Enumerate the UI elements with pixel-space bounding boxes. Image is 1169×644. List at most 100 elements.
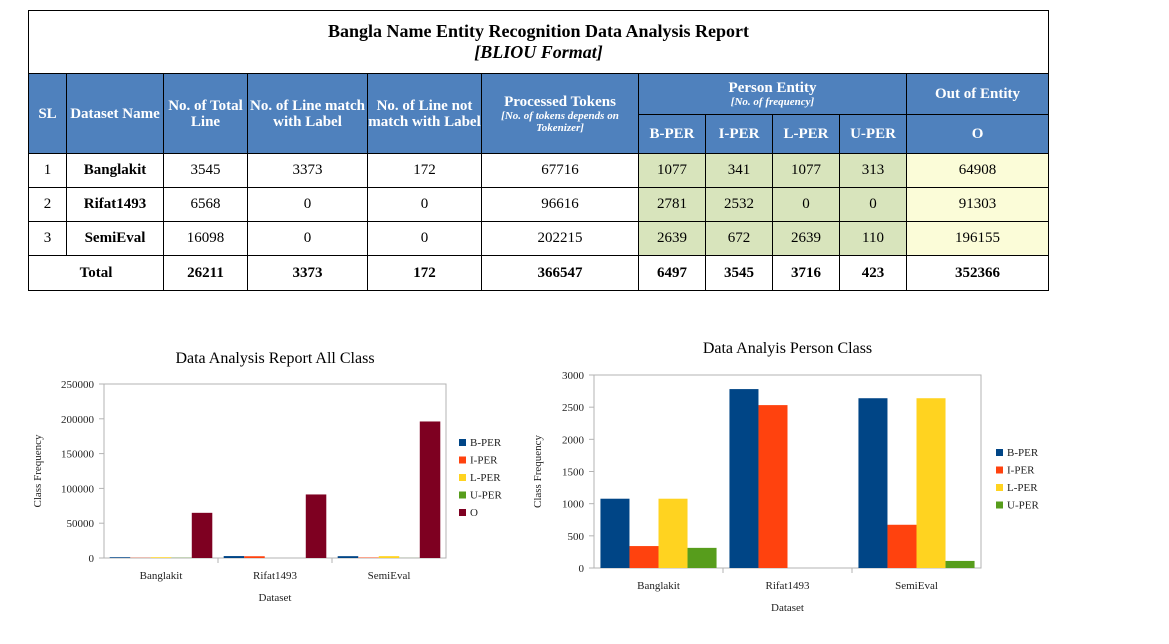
bar-o-semieval [419,421,441,558]
cell-total-line-not-match: 172 [367,255,482,291]
legend-swatch [996,449,1003,456]
cell-line-not-match: 172 [367,153,482,188]
report-table: Bangla Name Entity Recognition Data Anal… [27,10,1050,291]
y-tick-label: 150000 [61,449,95,461]
x-tick-label: SemiEval [895,580,938,592]
y-tick-label: 3000 [562,370,585,382]
cell-total-line: 6568 [163,187,248,222]
report-title-cell: Bangla Name Entity Recognition Data Anal… [27,10,1050,74]
y-tick-label: 100000 [61,483,95,495]
bar-o-banglakit [191,512,213,558]
cell-u-per: 110 [839,221,907,256]
cell-o: 196155 [905,221,1050,256]
cell-u-per: 0 [839,187,907,222]
cell-i-per: 341 [705,153,773,188]
cell-b-per: 2639 [638,221,706,256]
cell-sl: 1 [28,153,67,188]
cell-b-per: 1077 [638,153,706,188]
legend-label: L-PER [470,472,501,484]
legend-label: L-PER [1007,482,1038,494]
header-sl: SL [28,73,67,154]
legend-swatch [459,439,466,446]
cell-total-line: 16098 [163,221,248,256]
legend-label: I-PER [470,455,498,467]
header-tokens-note: [No. of tokens depends on Tokenizer] [501,109,619,134]
header-dataset-name: Dataset Name [66,73,164,154]
legend-label: U-PER [470,490,502,502]
cell-total-label: Total [28,255,164,291]
bar-l-per-semieval [916,398,946,568]
legend-swatch [459,456,466,464]
legend-label: U-PER [1007,500,1039,512]
bar-l-per-banglakit [658,498,688,568]
chart-title: Data Analysis Report All Class [175,350,374,367]
bar-u-per-banglakit [687,547,717,568]
cell-sl: 2 [28,187,67,222]
report-subtitle: [BLIOU Format] [474,42,603,62]
chart-all-class: Data Analysis Report All Class 0 50000 1000… [32,350,502,604]
header-line-match: No. of Line match with Label [247,73,368,154]
header-tokens-label: Processed Tokens [504,93,616,110]
cell-total-i-per: 3545 [705,255,773,291]
legend-swatch [996,501,1003,509]
y-tick-label: 250000 [61,379,95,391]
header-total-line: No. of Total Line [163,73,248,154]
header-out-of-entity: Out of Entity [905,73,1050,115]
cell-total-o: 352366 [905,255,1050,291]
bar-b-per-banglakit [109,557,131,558]
header-line-not-match: No. of Line not match with Label [367,73,482,154]
report-title: Bangla Name Entity Recognition Data Anal… [328,21,750,41]
cell-total-b-per: 6497 [638,255,706,291]
legend-label: B-PER [1007,447,1039,459]
cell-i-per: 672 [705,221,773,256]
cell-dataset-name: Banglakit [66,153,164,188]
legend-label: O [470,507,478,519]
bar-i-per-rifat1493 [244,556,265,558]
x-tick-label: Rifat1493 [766,580,810,592]
x-axis-label: Dataset [259,592,292,604]
bar-b-per-semieval [858,398,888,568]
x-tick-label: Banglakit [637,580,680,592]
cell-processed-tokens: 96616 [481,187,639,222]
cell-processed-tokens: 202215 [481,221,639,256]
header-person-entity: Person Entity [No. of frequency] [638,73,907,115]
cell-sl: 3 [28,221,67,256]
cell-dataset-name: SemiEval [66,221,164,256]
header-o: O [905,114,1050,154]
bar-u-per-semieval [945,560,975,568]
header-i-per: I-PER [705,114,773,154]
header-person-entity-note: [No. of frequency] [730,96,815,108]
table-row: 2 Rifat1493 6568 0 0 96616 2781 2532 0 0… [28,187,1050,222]
x-tick-label: SemiEval [368,570,411,582]
cell-u-per: 313 [839,153,907,188]
y-axis-label: Class Frequency [32,434,44,508]
bar-i-per-rifat1493 [758,405,788,568]
cell-line-not-match: 0 [367,221,482,256]
bar-l-per-semieval [378,556,400,558]
y-axis-label: Class Frequency [532,434,544,508]
y-tick-label: 500 [568,531,585,543]
cell-line-match: 3373 [247,153,368,188]
legend-swatch [459,491,466,499]
cell-total-total-line: 26211 [163,255,248,291]
header-person-entity-label: Person Entity [728,80,817,96]
cell-processed-tokens: 67716 [481,153,639,188]
cell-total-line-match: 3373 [247,255,368,291]
cell-o: 91303 [905,187,1050,222]
cell-total-u-per: 423 [839,255,907,291]
cell-l-per: 2639 [772,221,840,256]
legend-swatch [996,466,1003,474]
legend-swatch [459,474,466,481]
bar-i-per-semieval [887,524,917,568]
cell-total-line: 3545 [163,153,248,188]
bar-i-per-banglakit [629,546,659,568]
bar-b-per-rifat1493 [223,556,245,558]
header-l-per: L-PER [772,114,840,154]
cell-line-not-match: 0 [367,187,482,222]
table-total-row: Total 26211 3373 172 366547 6497 3545 37… [28,255,1050,291]
cell-b-per: 2781 [638,187,706,222]
header-u-per: U-PER [839,114,907,154]
bar-o-rifat1493 [305,494,327,558]
bar-b-per-rifat1493 [729,389,759,568]
x-tick-label: Rifat1493 [253,570,297,582]
